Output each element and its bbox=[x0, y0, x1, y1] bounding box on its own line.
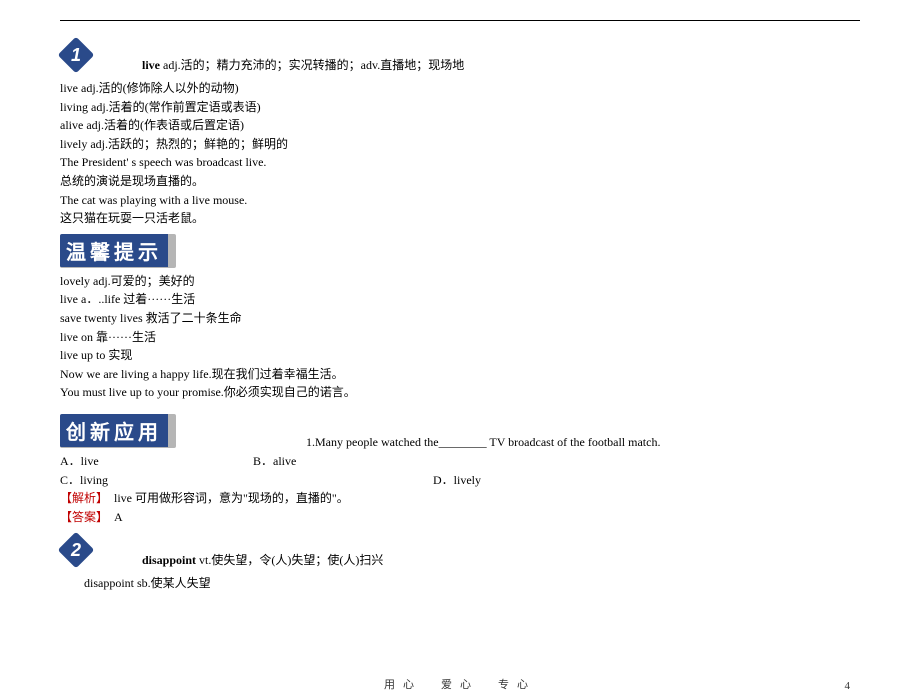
entry-1-line-2: alive adj.活着的(作表语或后置定语) bbox=[60, 116, 860, 135]
option-c: C．living bbox=[60, 471, 250, 490]
entry-1-line-0: live adj.活的(修饰除人以外的动物) bbox=[60, 79, 860, 98]
entry-2-headline: disappoint vt.使失望，令(人)失望；使(人)扫兴 bbox=[142, 551, 383, 570]
entry-2-number: 2 bbox=[60, 534, 92, 566]
answer-text: A bbox=[102, 510, 123, 524]
option-a: A．live bbox=[60, 452, 250, 471]
entry-1-line-6: The cat was playing with a live mouse. bbox=[60, 191, 860, 210]
entry-1-line-7: 这只猫在玩耍一只活老鼠。 bbox=[60, 209, 860, 228]
tips-line-3: live on 靠······生活 bbox=[60, 328, 860, 347]
apply-badge: 创新应用 bbox=[60, 414, 176, 448]
tips-line-0: lovely adj.可爱的；美好的 bbox=[60, 272, 860, 291]
diamond-badge-2: 2 bbox=[60, 534, 92, 566]
tips-badge: 温馨提示 bbox=[60, 234, 176, 268]
entry-1-headline: live adj.活的；精力充沛的；实况转播的；adv.直播地；现场地 bbox=[142, 56, 464, 75]
apply-question: 1.Many people watched the________ TV bro… bbox=[306, 435, 660, 452]
analysis-label: 【解析】 bbox=[60, 491, 102, 505]
entry-1-line-3: lively adj.活跃的；热烈的；鲜艳的；鲜明的 bbox=[60, 135, 860, 154]
option-row-2: C．living D．lively bbox=[60, 471, 860, 490]
entry-1-line-4: The President' s speech was broadcast li… bbox=[60, 153, 860, 172]
analysis-text: live 可用做形容词，意为"现场的，直播的"。 bbox=[102, 491, 349, 505]
option-d: D．lively bbox=[433, 471, 481, 490]
footer-page-number: 4 bbox=[845, 680, 851, 692]
apply-row: 创新应用 1.Many people watched the________ T… bbox=[60, 408, 860, 452]
tips-line-2: save twenty lives 救活了二十条生命 bbox=[60, 309, 860, 328]
page-footer: 用心 爱心 专心 4 bbox=[0, 676, 920, 692]
option-b: B．alive bbox=[253, 452, 296, 471]
tips-line-5: Now we are living a happy life.现在我们过着幸福生… bbox=[60, 365, 860, 384]
tips-line-1: live a．..life 过着······生活 bbox=[60, 290, 860, 309]
entry-1-heading: 1 live adj.活的；精力充沛的；实况转播的；adv.直播地；现场地 bbox=[60, 39, 860, 75]
entry-1-number: 1 bbox=[60, 39, 92, 71]
tips-line-6: You must live up to your promise.你必须实现自己… bbox=[60, 383, 860, 402]
tips-line-4: live up to 实现 bbox=[60, 346, 860, 365]
answer-line: 【答案】 A bbox=[60, 508, 860, 527]
option-row-1: A．live B．alive bbox=[60, 452, 860, 471]
entry-1-line-1: living adj.活着的(常作前置定语或表语) bbox=[60, 98, 860, 117]
top-rule bbox=[60, 20, 860, 21]
footer-center: 用心 爱心 专心 bbox=[0, 676, 920, 692]
analysis-line: 【解析】 live 可用做形容词，意为"现场的，直播的"。 bbox=[60, 489, 860, 508]
entry-1-line-5: 总统的演说是现场直播的。 bbox=[60, 172, 860, 191]
diamond-badge-1: 1 bbox=[60, 39, 92, 71]
entry-2-line-0: disappoint sb.使某人失望 bbox=[60, 574, 860, 593]
entry-2-heading: 2 disappoint vt.使失望，令(人)失望；使(人)扫兴 bbox=[60, 534, 860, 570]
answer-label: 【答案】 bbox=[60, 510, 102, 524]
